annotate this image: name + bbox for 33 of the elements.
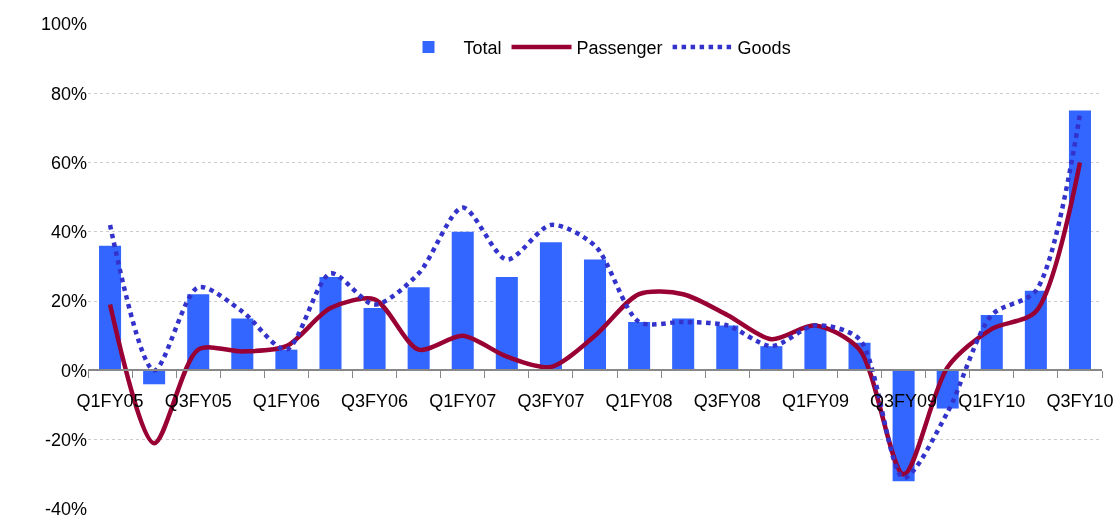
bar xyxy=(672,318,695,371)
y-tick-label: -20% xyxy=(44,430,87,451)
x-tick-label: Q1FY06 xyxy=(252,391,320,412)
bar xyxy=(539,242,562,371)
bar xyxy=(319,276,342,371)
x-tick-label: Q3FY06 xyxy=(341,391,409,412)
bar xyxy=(716,325,739,371)
y-tick-label: 60% xyxy=(50,152,87,173)
bar xyxy=(1068,110,1091,371)
legend-label: Passenger xyxy=(576,38,663,59)
legend-label: Total xyxy=(463,38,502,59)
y-tick-label: 0% xyxy=(60,360,87,381)
y-tick-label: 80% xyxy=(50,83,87,104)
y-tick-label: -40% xyxy=(44,499,87,520)
bar xyxy=(451,231,474,371)
y-tick-label: 40% xyxy=(50,222,87,243)
x-tick-label: Q1FY09 xyxy=(781,391,849,412)
y-tick-label: 20% xyxy=(50,291,87,312)
bar xyxy=(583,259,607,371)
x-tick-label: Q3FY08 xyxy=(693,391,761,412)
bar xyxy=(760,346,783,371)
x-tick-label: Q3FY10 xyxy=(1046,391,1114,412)
bar xyxy=(363,308,386,371)
bar xyxy=(495,276,518,371)
bar xyxy=(143,370,166,385)
legend-label: Goods xyxy=(737,38,791,59)
bar xyxy=(407,287,430,371)
x-tick-label: Q1FY08 xyxy=(605,391,673,412)
x-tick-label: Q1FY10 xyxy=(958,391,1026,412)
y-tick-label: 100% xyxy=(40,14,87,35)
bar xyxy=(628,321,651,371)
x-tick-label: Q1FY07 xyxy=(429,391,497,412)
x-tick-label: Q3FY07 xyxy=(517,391,585,412)
